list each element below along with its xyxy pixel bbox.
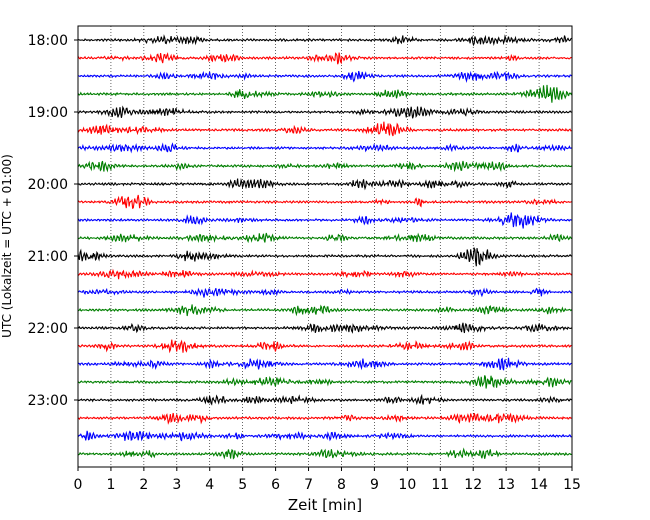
series-line [77, 322, 572, 334]
x-tick-label: 2 [139, 477, 148, 493]
x-tick-label: 4 [205, 477, 214, 493]
series-line [77, 375, 572, 389]
series-line [77, 52, 572, 65]
series-line [77, 142, 572, 154]
series-line [77, 105, 572, 119]
series-line [77, 70, 572, 83]
x-tick-label: 12 [464, 477, 482, 493]
series-line [77, 287, 572, 298]
series-line [77, 304, 572, 317]
series-line [77, 246, 572, 267]
series-line [77, 447, 572, 460]
y-axis-ticks: 18:00 19:00 20:00 21:00 22:00 23:00 [28, 33, 78, 409]
series-line [77, 430, 572, 442]
series-line [77, 357, 572, 371]
y-tick-label: 21:00 [28, 249, 68, 265]
series-line [77, 194, 572, 209]
x-tick-label: 10 [398, 477, 416, 493]
x-tick-label: 11 [431, 477, 449, 493]
series-line [77, 339, 572, 354]
x-tick-label: 6 [271, 477, 280, 493]
traces [77, 34, 573, 460]
x-tick-label: 15 [563, 477, 581, 493]
x-tick-label: 8 [337, 477, 346, 493]
y-tick-label: 23:00 [28, 393, 68, 409]
x-tick-label: 7 [304, 477, 313, 493]
series-line [77, 232, 572, 244]
x-tick-label: 9 [370, 477, 379, 493]
x-tick-label: 14 [530, 477, 548, 493]
plot-frame [77, 25, 573, 468]
x-tick-label: 0 [74, 477, 83, 493]
x-tick-label: 5 [238, 477, 247, 493]
x-tick-label: 3 [172, 477, 181, 493]
series-line [77, 84, 573, 103]
y-tick-label: 18:00 [28, 33, 68, 49]
series-line [77, 393, 572, 406]
x-tick-label: 13 [497, 477, 515, 493]
series-line [77, 160, 572, 173]
x-axis-label: Zeit [min] [288, 496, 362, 514]
x-axis-ticks: 0 1 2 3 4 5 6 7 8 9 10 11 12 13 14 15 [74, 467, 581, 493]
y-tick-label: 20:00 [28, 177, 68, 193]
y-tick-label: 22:00 [28, 321, 68, 337]
y-tick-label: 19:00 [28, 105, 68, 121]
series-line [77, 212, 572, 229]
y-axis-label: UTC (Lokalzeit = UTC + 01:00) [0, 154, 14, 338]
series-line [77, 412, 572, 425]
series-line [77, 34, 572, 47]
series-line [77, 268, 572, 280]
series-line [77, 177, 572, 191]
x-tick-label: 1 [106, 477, 115, 493]
series-line [77, 121, 572, 137]
